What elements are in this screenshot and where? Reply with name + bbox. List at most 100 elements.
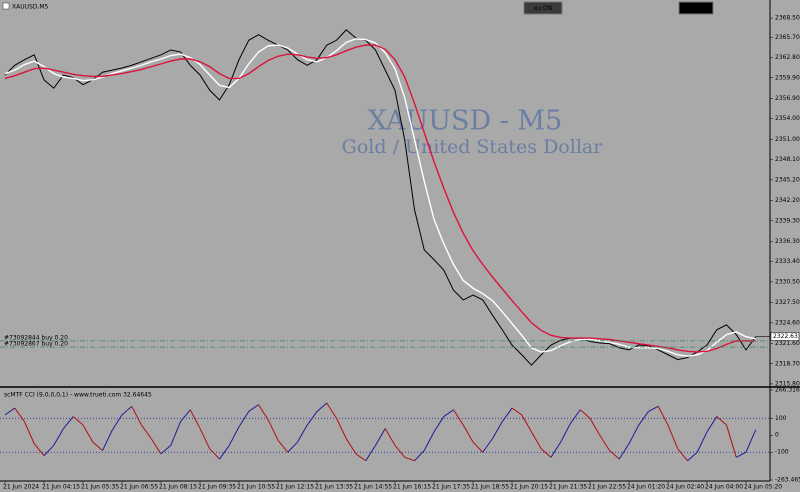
x-tick-label: 24 Jun 04:00 (705, 484, 743, 491)
cci-segment (560, 423, 571, 443)
cci-segment (160, 445, 172, 455)
cci-segment (667, 424, 679, 450)
cci-segment (189, 409, 201, 429)
cci-segment (180, 409, 191, 422)
button-label[interactable]: xu ON (534, 5, 552, 12)
x-tick-label: 24 Jun 05:20 (744, 484, 782, 491)
cci-segment (219, 445, 230, 460)
x-tick-label: 21 Jun 2024 (3, 484, 39, 491)
cci-segment (726, 424, 737, 458)
cci-segment (53, 428, 64, 446)
cci-segment (638, 411, 649, 426)
y-tick-label: 2368.50 (775, 15, 800, 22)
cci-segment (43, 445, 55, 456)
y-tick-label: 2330.50 (775, 278, 800, 285)
cci-segment (628, 424, 640, 444)
y-tick-label: 2327.50 (775, 299, 800, 306)
cci-segment (531, 431, 542, 450)
cci-segment (618, 443, 630, 460)
cci-segment (540, 448, 552, 458)
cci-segment (472, 441, 484, 453)
y-tick-label: 2362.80 (775, 54, 800, 61)
cci-segment (482, 438, 493, 453)
y-tick-label: 2356.90 (775, 95, 800, 102)
cci-segment (238, 411, 250, 428)
cci-segment (716, 416, 727, 426)
cci-segment (443, 409, 454, 417)
watermark-subtitle: Gold / United States Dollar (342, 136, 604, 158)
cci-segment (355, 453, 367, 462)
cci-segment (657, 406, 669, 426)
y-tick-label: 2342.20 (775, 197, 800, 204)
x-tick-label: 21 Jun 09:35 (198, 484, 236, 491)
button-label[interactable]: channel (684, 5, 708, 12)
cci-segment (696, 431, 708, 453)
symbol-icon (2, 2, 10, 10)
cci-segment (336, 418, 347, 439)
watermark: XAUUSD - M5 (368, 106, 563, 137)
x-tick-label: 21 Jun 12:15 (276, 484, 314, 491)
cci-segment (404, 456, 415, 462)
x-tick-label: 24 Jun 01:20 (627, 484, 665, 491)
y-tick-label: 100 (775, 415, 787, 422)
y-tick-label: 2324.60 (775, 319, 800, 326)
cci-segment (306, 411, 318, 426)
y-tick-label: 2351.00 (775, 136, 800, 143)
cci-segment (121, 405, 133, 416)
cci-segment (677, 448, 688, 462)
cci-segment (423, 431, 435, 451)
x-tick-label: 24 Jun 02:40 (666, 484, 704, 491)
x-tick-label: 21 Jun 17:35 (432, 484, 470, 491)
cci-segment (365, 445, 376, 461)
current-price-label: 2322.63 (773, 333, 798, 340)
cci-segment (579, 409, 591, 419)
cci-segment (170, 421, 181, 446)
cci-segment (492, 421, 503, 439)
cci-segment (589, 418, 601, 436)
button[interactable] (678, 1, 714, 15)
cci-segment (287, 441, 298, 453)
cci-segment (72, 416, 84, 426)
cci-segment (297, 424, 308, 443)
cci-segment (326, 402, 337, 419)
cci-segment (209, 448, 220, 460)
y-tick-label: 2339.30 (775, 217, 800, 224)
cci-segment (102, 429, 113, 451)
x-tick-label: 21 Jun 22:55 (588, 484, 626, 491)
y-tick-label: -100 (775, 449, 789, 456)
cci-segment (521, 414, 532, 433)
cci-segment (92, 441, 103, 451)
x-tick-label: 21 Jun 14:55 (354, 484, 392, 491)
cci-segment (63, 416, 74, 429)
y-tick-label: -263.4650 (775, 477, 800, 484)
x-tick-label: 21 Jun 06:55 (120, 484, 158, 491)
x-tick-label: 21 Jun 10:55 (237, 484, 275, 491)
x-tick-label: 21 Jun 20:15 (510, 484, 548, 491)
y-tick-label: 2318.70 (775, 360, 800, 367)
cci-segment (687, 451, 698, 462)
cci-segment (14, 407, 25, 422)
button[interactable] (523, 1, 563, 15)
cci-segment (316, 402, 328, 412)
cci-segment (550, 441, 562, 458)
moving-average (4, 44, 756, 353)
order-label: #73092867 buy 0.20 (4, 341, 68, 348)
cci-segment (570, 409, 581, 424)
y-tick-label: 0 (775, 432, 779, 439)
y-tick-label: 2348.10 (775, 156, 800, 163)
cci-segment (277, 440, 289, 453)
cci-segment (375, 428, 386, 446)
cci-segment (706, 416, 718, 433)
x-tick-label: 21 Jun 18:55 (471, 484, 509, 491)
y-tick-label: 2345.20 (775, 176, 800, 183)
cci-segment (648, 405, 659, 412)
current-price-box (770, 332, 800, 341)
cci-segment (414, 450, 425, 462)
cci-segment (199, 428, 211, 450)
x-tick-label: 21 Jun 21:35 (549, 484, 587, 491)
cci-segment (4, 407, 16, 416)
cci-segment (462, 424, 474, 443)
cci-segment (141, 424, 152, 439)
y-tick-label: 266.3163 (775, 387, 800, 394)
